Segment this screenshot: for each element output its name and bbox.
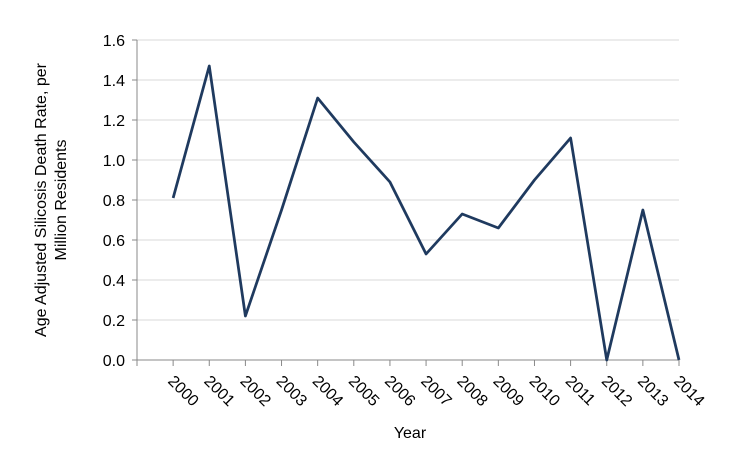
y-tick-label: 1.4 [103,73,125,90]
y-tick-label: 0.6 [103,233,125,250]
y-axis-label: Age Adjusted Silicosis Death Rate, per M… [33,62,70,337]
y-axis-label-line: Age Adjusted Silicosis Death Rate, per [33,62,50,337]
x-tick-label: 2008 [453,373,490,410]
x-tick-label: 2010 [526,373,563,410]
x-tick-label: 2004 [309,373,346,410]
y-tick-label: 1.2 [103,113,125,130]
x-tick-label: 2005 [345,373,382,410]
x-tick-label: 2007 [417,373,454,410]
y-axis-label-line: Million Residents [53,140,70,261]
x-tick-label: 2000 [164,373,201,410]
y-tick-label: 1.0 [103,153,125,170]
y-tick-label: 1.6 [103,33,125,50]
data-line [171,64,681,362]
x-tick-label: 2012 [598,373,635,410]
x-tick-label: 2006 [381,373,418,410]
x-tick-label: 2014 [670,373,707,410]
y-tick-label: 0.4 [103,273,125,290]
x-tick-label: 2011 [562,373,598,409]
x-tick-label: 2013 [634,373,671,410]
y-tick-label: 0.0 [103,353,125,370]
y-tick-label: 0.8 [103,193,125,210]
x-tick-label: 2001 [200,373,237,410]
x-tick-label: 2002 [237,373,274,410]
x-axis-label: Year [394,425,427,442]
x-tick-label: 2009 [490,373,527,410]
x-tick-label: 2003 [273,373,310,410]
y-tick-label: 0.2 [103,313,125,330]
